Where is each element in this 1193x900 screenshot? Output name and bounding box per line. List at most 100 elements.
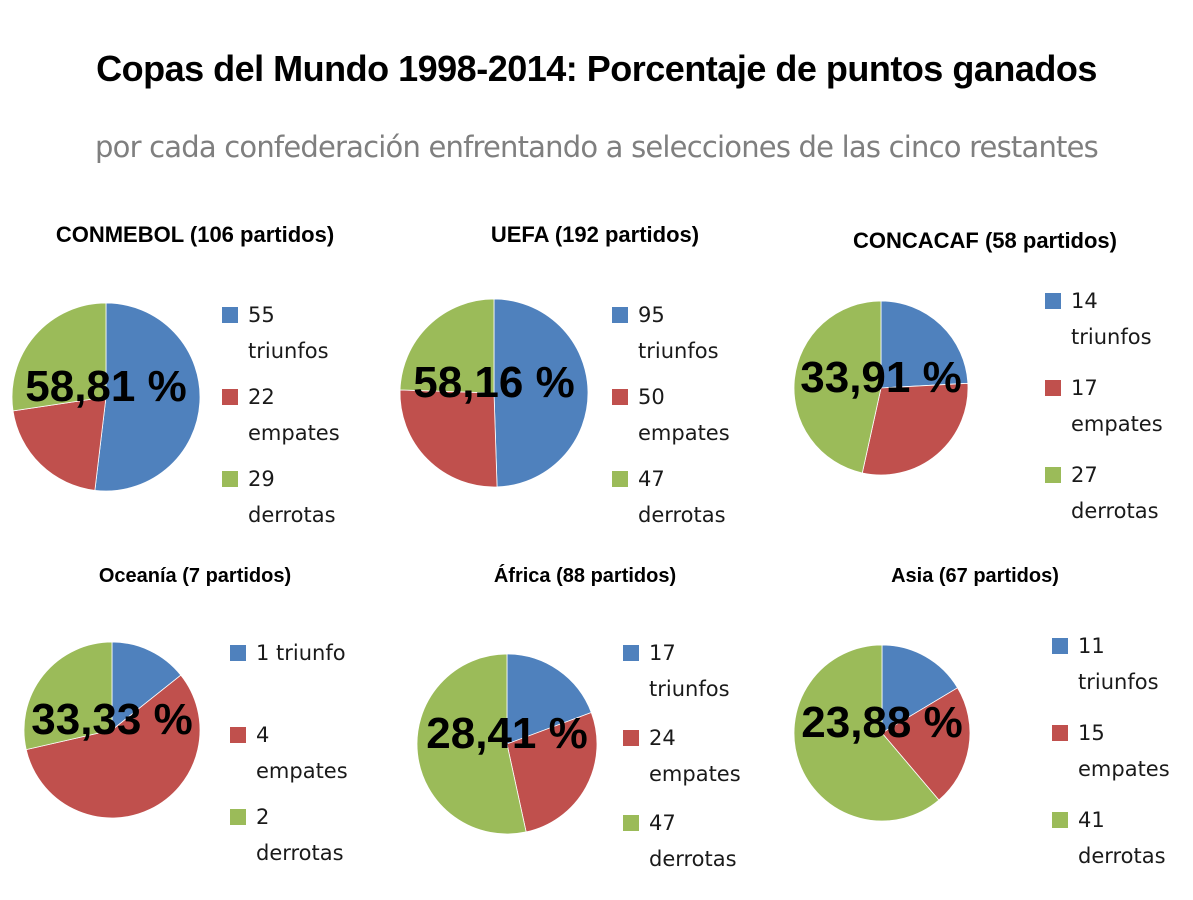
legend-label: 27 derrotas (1071, 457, 1193, 529)
legend-swatch (623, 815, 639, 831)
points-percentage-label: 58,81 % (25, 362, 187, 411)
subtitle: por cada confederación enfrentando a sel… (95, 130, 1099, 164)
legend-label: 4 empates (256, 717, 406, 789)
pie-title: CONCACAF (58 partidos) (852, 228, 1117, 253)
legend-label: 11 triunfos (1078, 628, 1193, 700)
legend-value: 47 (638, 467, 665, 491)
pie-chart (399, 298, 589, 488)
legend-value: 50 (638, 385, 665, 409)
pie-panel: África (88 partidos) 28,41 % 17 triunfos 24 e… (390, 565, 780, 895)
legend-value: 17 (649, 641, 676, 665)
pie-chart (793, 300, 969, 476)
legend-value: 24 (649, 726, 676, 750)
legend-label: 47 derrotas (638, 461, 788, 533)
legend-category: derrotas (638, 503, 726, 527)
pie-slice-derrotas (23, 641, 113, 751)
pie-chart (416, 653, 598, 835)
legend-category: triunfos (248, 339, 329, 363)
legend-label: 15 empates (1078, 715, 1193, 787)
legend-swatch (230, 809, 246, 825)
legend-label: 41 derrotas (1078, 802, 1193, 874)
legend-value: 15 (1078, 721, 1105, 745)
legend-label: 29 derrotas (248, 461, 398, 533)
pie-slice-empates (25, 674, 201, 819)
legend-swatch (623, 730, 639, 746)
pie-slice-triunfos (506, 653, 592, 745)
pie-slice-empates (881, 687, 971, 801)
points-percentage-label: 58,16 % (413, 358, 575, 407)
pie-slice-derrotas (11, 302, 107, 412)
legend-category: empates (1078, 757, 1170, 781)
legend-label: 14 triunfos (1071, 283, 1193, 355)
legend-category: empates (1071, 412, 1163, 436)
legend-swatch (1052, 638, 1068, 654)
legend-value: 17 (1071, 376, 1098, 400)
pie-title: África (88 partidos) (493, 565, 677, 587)
pie-slice-derrotas (416, 653, 527, 835)
legend-category: derrotas (256, 841, 344, 865)
points-percentage-label: 33,91 % (800, 353, 962, 402)
legend-category: derrotas (1078, 844, 1166, 868)
legend-value: 55 (248, 303, 275, 327)
legend-category: empates (248, 421, 340, 445)
pie-slice-derrotas (399, 298, 495, 394)
points-percentage-label: 28,41 % (426, 709, 588, 758)
pie-panel: Asia (67 partidos) 23,88 % 11 triunfos 15 emp… (780, 565, 1170, 895)
points-percentage-label: 23,88 % (801, 698, 963, 747)
legend-category: derrotas (1071, 499, 1159, 523)
legend-label: 95 triunfos (638, 297, 788, 369)
pie-slice-empates (861, 382, 969, 476)
legend-swatch (222, 471, 238, 487)
pie-slice-triunfo (111, 641, 182, 731)
legend-label: 17 empates (1071, 370, 1193, 442)
pie-panel: CONMEBOL (106 partidos) 58,81 % 55 triunfos… (0, 222, 390, 552)
legend-category: empates (256, 759, 348, 783)
pie-slice-empates (506, 712, 598, 833)
legend-swatch (612, 307, 628, 323)
pie-slice-empates (12, 396, 107, 491)
legend-swatch (1045, 467, 1061, 483)
legend-swatch (222, 307, 238, 323)
pie-slice-triunfos (880, 300, 969, 389)
pie-slice-triunfos (493, 298, 589, 488)
legend-swatch (222, 389, 238, 405)
legend-value: 2 (256, 805, 270, 829)
legend-label: 22 empates (248, 379, 398, 451)
legend-category: triunfos (1071, 325, 1152, 349)
pie-title: Oceanía (7 partidos) (98, 565, 292, 587)
legend-category: derrotas (248, 503, 336, 527)
pie-slice-derrotas (793, 644, 940, 822)
legend-label: 55 triunfos (248, 297, 398, 369)
pie-panel: UEFA (192 partidos) 58,16 % 95 triunfos 50 em… (399, 222, 790, 552)
legend-label: 50 empates (638, 379, 788, 451)
legend-swatch (1045, 380, 1061, 396)
legend-value: 29 (248, 467, 275, 491)
pie-panel: CONCACAF (58 partidos) 33,91 % 14 triunfos 1… (790, 228, 1180, 558)
legend-label: 24 empates (649, 720, 799, 792)
legend-value: 14 (1071, 289, 1098, 313)
legend-swatch (230, 727, 246, 743)
legend-label: 2 derrotas (256, 799, 406, 871)
pie-slice-derrotas (793, 300, 882, 474)
pie-title: Asia (67 partidos) (891, 565, 1059, 587)
pie-chart (23, 641, 201, 819)
pie-chart (11, 302, 201, 492)
legend-value: 95 (638, 303, 665, 327)
legend-category: triunfos (638, 339, 719, 363)
legend-category: triunfos (649, 677, 730, 701)
legend-value: 27 (1071, 463, 1098, 487)
legend-label: 47 derrotas (649, 805, 799, 877)
legend-value: 1 triunfo (256, 641, 346, 665)
points-percentage-label: 33,33 % (31, 695, 193, 744)
legend-value: 41 (1078, 808, 1105, 832)
legend-swatch (612, 471, 628, 487)
pie-slice-triunfos (881, 644, 959, 734)
legend-value: 11 (1078, 634, 1105, 658)
legend-category: derrotas (649, 847, 737, 871)
pie-title: CONMEBOL (106 partidos) (55, 222, 335, 247)
legend-value: 22 (248, 385, 275, 409)
legend-category: empates (649, 762, 741, 786)
legend-swatch (1052, 725, 1068, 741)
legend-value: 47 (649, 811, 676, 835)
legend-category: empates (638, 421, 730, 445)
